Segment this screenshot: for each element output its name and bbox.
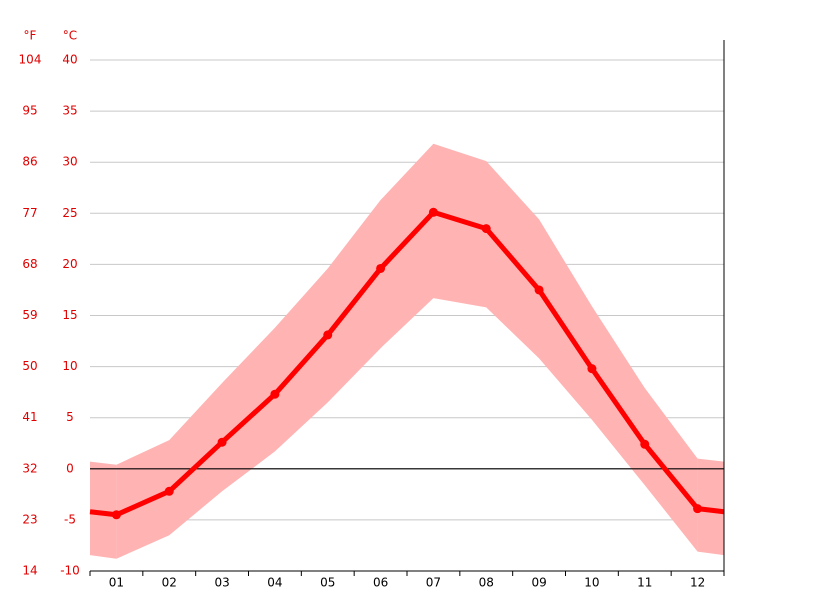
x-tick-label: 05 — [320, 576, 335, 590]
y-tick-label: 5 — [66, 410, 74, 424]
x-tick-label: 11 — [637, 576, 652, 590]
mean-point — [693, 504, 703, 514]
y-tick-label: 20 — [62, 257, 77, 271]
mean-point — [376, 263, 386, 273]
mean-point — [270, 389, 280, 399]
mean-line — [115, 209, 700, 518]
x-tick-label: 04 — [267, 576, 282, 590]
y-tick-label: 10 — [62, 359, 77, 373]
y2-tick-label: 32 — [22, 461, 37, 475]
range-band-edge — [90, 461, 117, 559]
y-unit: °C — [63, 29, 77, 43]
y2-tick-label: 104 — [19, 53, 42, 67]
y-tick-label: -5 — [64, 512, 76, 526]
y-tick-label: 35 — [62, 104, 77, 118]
y-tick-label: 25 — [62, 206, 77, 220]
range-band-edge — [697, 458, 724, 556]
mean-point — [640, 439, 650, 449]
range-band — [116, 143, 698, 559]
x-tick-label: 09 — [531, 576, 546, 590]
y-tick-label: -10 — [60, 564, 80, 578]
x-tick-label: 03 — [214, 576, 229, 590]
y2-tick-label: 86 — [22, 155, 37, 169]
mean-point — [164, 486, 174, 496]
x-tick-label: 12 — [690, 576, 705, 590]
y-tick-label: 40 — [62, 53, 77, 67]
mean-point — [587, 364, 597, 374]
x-tick-label: 08 — [479, 576, 494, 590]
y2-unit: °F — [24, 29, 37, 43]
y2-tick-label: 68 — [22, 257, 37, 271]
mean-point — [481, 224, 491, 234]
mean-point — [428, 207, 438, 217]
y2-tick-label: 59 — [22, 308, 37, 322]
y2-tick-label: 50 — [22, 359, 37, 373]
mean-point — [534, 285, 544, 295]
mean-point — [323, 330, 333, 340]
mean-point — [217, 437, 227, 447]
mean-point — [111, 510, 121, 520]
x-tick-label: 01 — [109, 576, 124, 590]
y2-tick-label: 77 — [22, 206, 37, 220]
x-tick-label: 10 — [584, 576, 599, 590]
y2-tick-label: 95 — [22, 104, 37, 118]
y-tick-label: 30 — [62, 155, 77, 169]
x-tick-label: 07 — [426, 576, 441, 590]
x-tick-label: 06 — [373, 576, 388, 590]
y-tick-label: 15 — [62, 308, 77, 322]
y-tick-label: 0 — [66, 461, 74, 475]
y2-tick-label: 41 — [22, 410, 37, 424]
y2-tick-label: 14 — [22, 564, 37, 578]
x-tick-label: 02 — [162, 576, 177, 590]
y2-tick-label: 23 — [22, 512, 37, 526]
